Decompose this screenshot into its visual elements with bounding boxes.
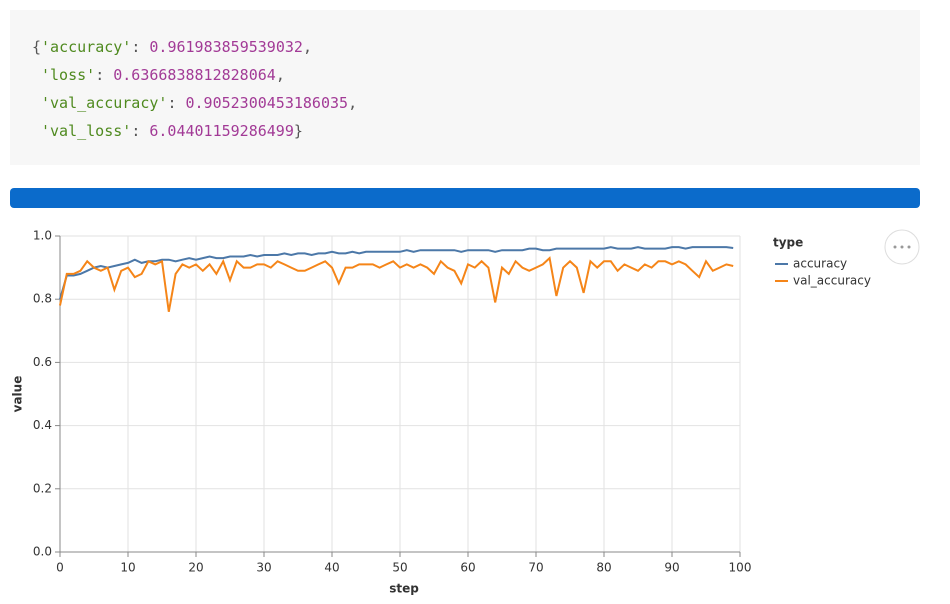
code-line: {'accuracy': 0.961983859539032, bbox=[32, 38, 312, 56]
legend-label: accuracy bbox=[793, 257, 847, 271]
y-tick-label: 1.0 bbox=[33, 229, 52, 243]
y-tick-label: 0.0 bbox=[33, 545, 52, 559]
code-token: 'val_loss' bbox=[41, 122, 131, 140]
legend-title: type bbox=[773, 236, 803, 250]
menu-dot bbox=[900, 245, 904, 249]
code-token: : bbox=[167, 94, 185, 112]
code-token: } bbox=[294, 122, 303, 140]
code-token: , bbox=[303, 38, 312, 56]
code-token: , bbox=[348, 94, 357, 112]
code-token: 0.9052300453186035 bbox=[186, 94, 349, 112]
code-token: : bbox=[95, 66, 113, 84]
x-tick-label: 80 bbox=[596, 561, 611, 575]
code-line: 'val_loss': 6.04401159286499} bbox=[41, 122, 303, 140]
code-output-box bbox=[10, 10, 920, 165]
y-tick-label: 0.4 bbox=[33, 418, 52, 432]
x-axis-title: step bbox=[389, 582, 419, 596]
code-token: : bbox=[131, 122, 149, 140]
x-tick-label: 70 bbox=[528, 561, 543, 575]
data-line bbox=[59, 256, 734, 312]
progress-bar bbox=[10, 188, 920, 208]
menu-dot bbox=[907, 245, 911, 249]
y-tick-label: 0.6 bbox=[33, 355, 52, 369]
x-tick-label: 20 bbox=[188, 561, 203, 575]
x-tick-label: 30 bbox=[256, 561, 271, 575]
code-token: { bbox=[32, 38, 41, 56]
y-axis-title: value bbox=[11, 376, 25, 413]
x-tick-label: 40 bbox=[324, 561, 339, 575]
data-line bbox=[59, 246, 734, 300]
y-tick-label: 0.2 bbox=[33, 481, 52, 495]
code-token: 'loss' bbox=[41, 66, 95, 84]
code-token: , bbox=[276, 66, 285, 84]
code-token: 6.04401159286499 bbox=[149, 122, 294, 140]
code-token: : bbox=[131, 38, 149, 56]
code-token: 0.961983859539032 bbox=[149, 38, 303, 56]
y-tick-label: 0.8 bbox=[33, 292, 52, 306]
code-line: 'val_accuracy': 0.9052300453186035, bbox=[41, 94, 357, 112]
x-tick-label: 90 bbox=[664, 561, 679, 575]
x-tick-label: 50 bbox=[392, 561, 407, 575]
code-token: 'accuracy' bbox=[41, 38, 131, 56]
x-tick-label: 100 bbox=[729, 561, 752, 575]
x-tick-label: 60 bbox=[460, 561, 475, 575]
code-token: 0.6366838812828064 bbox=[113, 66, 276, 84]
x-tick-label: 0 bbox=[56, 561, 64, 575]
legend-label: val_accuracy bbox=[793, 274, 871, 288]
code-line: 'loss': 0.6366838812828064, bbox=[41, 66, 285, 84]
code-token: 'val_accuracy' bbox=[41, 94, 167, 112]
x-tick-label: 10 bbox=[120, 561, 135, 575]
menu-dot bbox=[893, 245, 897, 249]
